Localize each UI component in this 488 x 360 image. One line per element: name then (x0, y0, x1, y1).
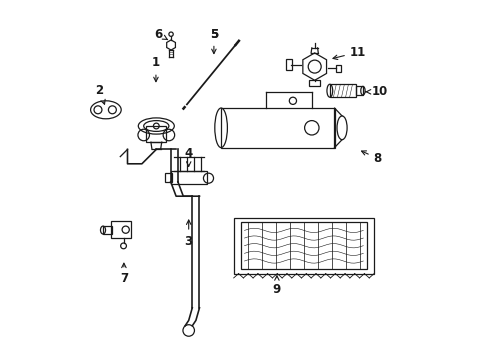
Bar (308, 80, 320, 86)
Text: 1: 1 (152, 57, 160, 82)
Text: 5: 5 (209, 28, 218, 41)
Bar (335, 65, 340, 72)
Text: 4: 4 (184, 147, 192, 166)
Text: 6: 6 (154, 28, 167, 41)
Text: 11: 11 (332, 46, 366, 59)
Text: 7: 7 (120, 263, 128, 285)
Bar (355, 86, 362, 95)
Text: 5: 5 (209, 28, 218, 54)
Bar (233, 218, 373, 274)
Bar (285, 59, 292, 70)
Text: 2: 2 (95, 84, 105, 104)
Bar (241, 222, 366, 269)
Bar (146, 126, 166, 142)
Bar (170, 171, 206, 184)
Bar (111, 221, 131, 238)
Text: 8: 8 (361, 151, 381, 165)
Bar (221, 108, 334, 148)
Bar (329, 84, 355, 97)
Bar (103, 226, 112, 234)
Text: 3: 3 (184, 220, 192, 248)
Text: 9: 9 (272, 276, 281, 296)
Bar (165, 173, 171, 182)
Text: 10: 10 (365, 85, 387, 98)
